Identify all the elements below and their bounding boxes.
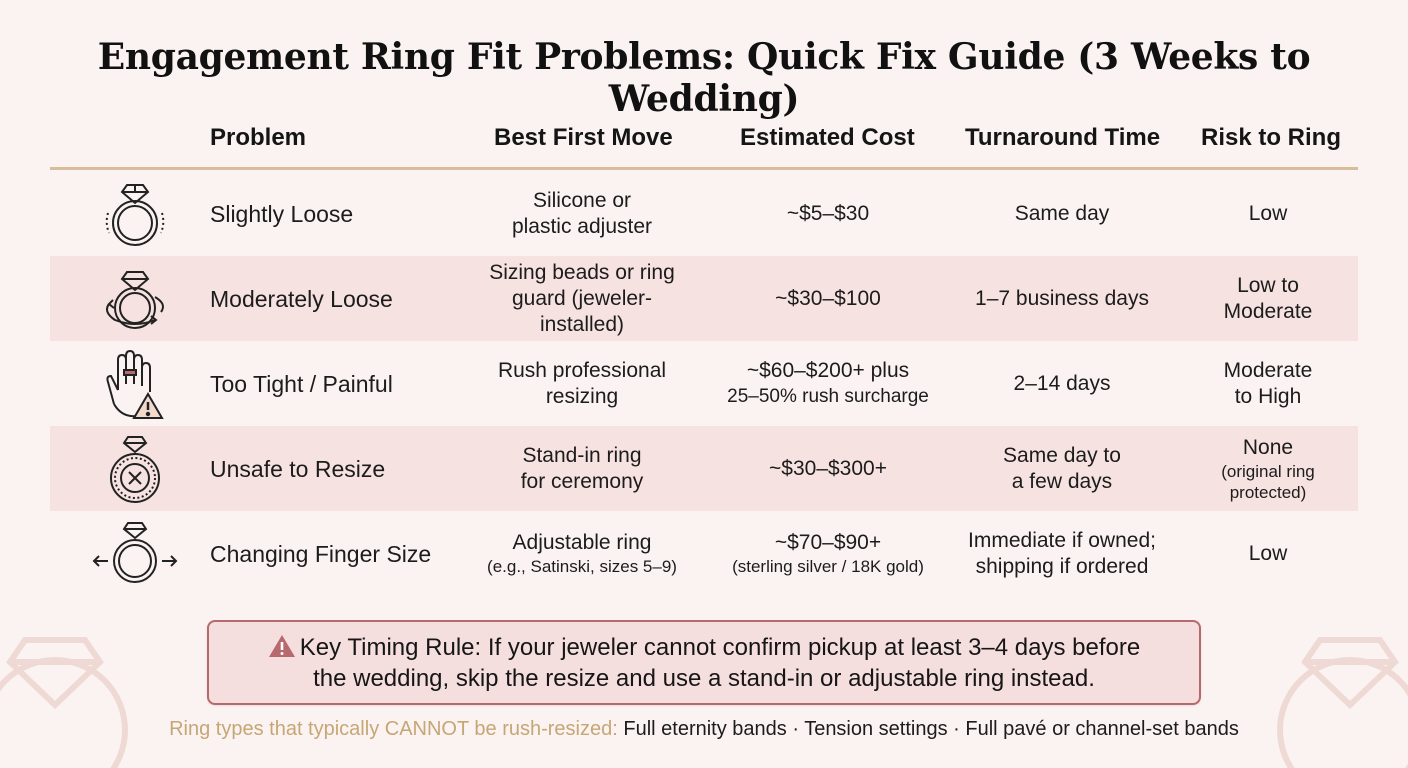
page-title: Engagement Ring Fit Problems: Quick Fix … — [97, 36, 1311, 120]
risk-to-ring: Low — [1188, 171, 1348, 256]
cost-line: ~$5–$30 — [786, 201, 870, 225]
problem-label: Slightly Loose — [210, 200, 354, 227]
risk-line: Low — [1248, 541, 1288, 565]
table-row: Unsafe to Resize Stand-in ring for cerem… — [50, 426, 1358, 511]
move-line: Adjustable ring — [512, 531, 652, 554]
table-header: Problem Best First Move Estimated Cost T… — [50, 118, 1358, 170]
estimated-cost: ~$70–$90+ (sterling silver / 18K gold) — [710, 511, 946, 596]
time-line: 1–7 business days — [975, 286, 1149, 310]
best-first-move: Adjustable ring (e.g., Satinski, sizes 5… — [470, 511, 694, 596]
estimated-cost: ~$60–$200+ plus 25–50% rush surcharge — [710, 341, 946, 426]
cost-line: 25–50% rush surcharge — [727, 385, 929, 407]
time-line: a few days — [1011, 469, 1113, 493]
problem-label: Unsafe to Resize — [210, 455, 386, 482]
move-line: Sizing beads or ring — [489, 260, 675, 284]
risk-to-ring: Moderate to High — [1188, 341, 1348, 426]
risk-line: Low — [1248, 201, 1288, 225]
ring-x-icon — [90, 426, 180, 511]
risk-line: Low to — [1237, 273, 1299, 297]
cost-note: (sterling silver / 18K gold) — [732, 557, 924, 576]
footer-label: Ring types that typically CANNOT be rush… — [169, 718, 618, 740]
warning-icon — [268, 634, 295, 657]
column-header-estimated-cost: Estimated Cost — [740, 124, 915, 151]
risk-to-ring: None (original ring protected) — [1188, 426, 1348, 511]
decorative-ring-left-icon — [0, 637, 128, 768]
ring-rotating-icon — [90, 256, 180, 341]
estimated-cost: ~$30–$300+ — [710, 426, 946, 511]
risk-to-ring: Low — [1188, 511, 1348, 596]
footer-note: Ring types that typically CANNOT be rush… — [0, 718, 1408, 741]
cost-line: ~$60–$200+ plus — [746, 358, 910, 382]
estimated-cost: ~$5–$30 — [710, 171, 946, 256]
move-line: for ceremony — [520, 469, 644, 493]
callout-line-1: Key Timing Rule: If your jeweler cannot … — [299, 633, 1141, 661]
problem-label: Moderately Loose — [210, 285, 393, 312]
time-line: 2–14 days — [1013, 371, 1111, 395]
move-note: (e.g., Satinski, sizes 5–9) — [487, 557, 677, 576]
footer-value: Full eternity bands · Tension settings ·… — [623, 718, 1239, 740]
turnaround-time: 1–7 business days — [950, 256, 1174, 341]
time-line: Same day — [1014, 201, 1110, 225]
problem-label: Too Tight / Painful — [210, 370, 393, 397]
column-header-problem: Problem — [210, 124, 307, 151]
cost-line: ~$70–$90+ — [774, 531, 882, 554]
cost-line: ~$30–$100 — [775, 286, 881, 310]
move-line: Stand-in ring — [522, 443, 642, 467]
move-line: plastic adjuster — [511, 214, 653, 238]
table-row: Too Tight / Painful Rush professional re… — [50, 341, 1358, 426]
risk-line: Moderate — [1223, 358, 1313, 382]
table-row: Changing Finger Size Adjustable ring (e.… — [50, 511, 1358, 596]
risk-note: (original ring protected) — [1221, 461, 1315, 502]
move-line: resizing — [545, 384, 619, 408]
risk-line: to High — [1234, 384, 1302, 408]
turnaround-time: 2–14 days — [950, 341, 1174, 426]
best-first-move: Stand-in ring for ceremony — [470, 426, 694, 511]
time-line: Immediate if owned; — [968, 528, 1156, 552]
hand-warning-icon — [90, 341, 180, 426]
risk-line: None — [1242, 435, 1294, 459]
turnaround-time: Immediate if owned; shipping if ordered — [950, 511, 1174, 596]
column-header-best-first-move: Best First Move — [494, 124, 673, 151]
ring-adjust-icon — [90, 511, 180, 596]
risk-to-ring: Low to Moderate — [1188, 256, 1348, 341]
estimated-cost: ~$30–$100 — [710, 256, 946, 341]
turnaround-time: Same day to a few days — [950, 426, 1174, 511]
time-line: Same day to — [1003, 443, 1121, 467]
column-header-risk-to-ring: Risk to Ring — [1201, 124, 1342, 151]
ring-icon — [90, 171, 180, 256]
move-line: Rush professional — [497, 358, 667, 382]
table-row: Slightly Loose Silicone or plastic adjus… — [50, 171, 1358, 256]
risk-line: Moderate — [1223, 299, 1313, 323]
decorative-ring-right-icon — [1277, 637, 1408, 768]
table-row: Moderately Loose Sizing beads or ring gu… — [50, 256, 1358, 341]
move-line: guard (jeweler-installed) — [511, 286, 653, 336]
column-header-turnaround-time: Turnaround Time — [965, 124, 1161, 151]
cost-line: ~$30–$300+ — [769, 456, 887, 480]
best-first-move: Rush professional resizing — [470, 341, 694, 426]
key-timing-callout: Key Timing Rule: If your jeweler cannot … — [207, 620, 1201, 705]
time-line: shipping if ordered — [975, 554, 1149, 578]
callout-line-2: the wedding, skip the resize and use a s… — [313, 664, 1095, 692]
problem-label: Changing Finger Size — [210, 540, 432, 567]
best-first-move: Silicone or plastic adjuster — [470, 171, 694, 256]
move-line: Silicone or — [532, 188, 632, 212]
turnaround-time: Same day — [950, 171, 1174, 256]
best-first-move: Sizing beads or ring guard (jeweler-inst… — [470, 256, 694, 341]
